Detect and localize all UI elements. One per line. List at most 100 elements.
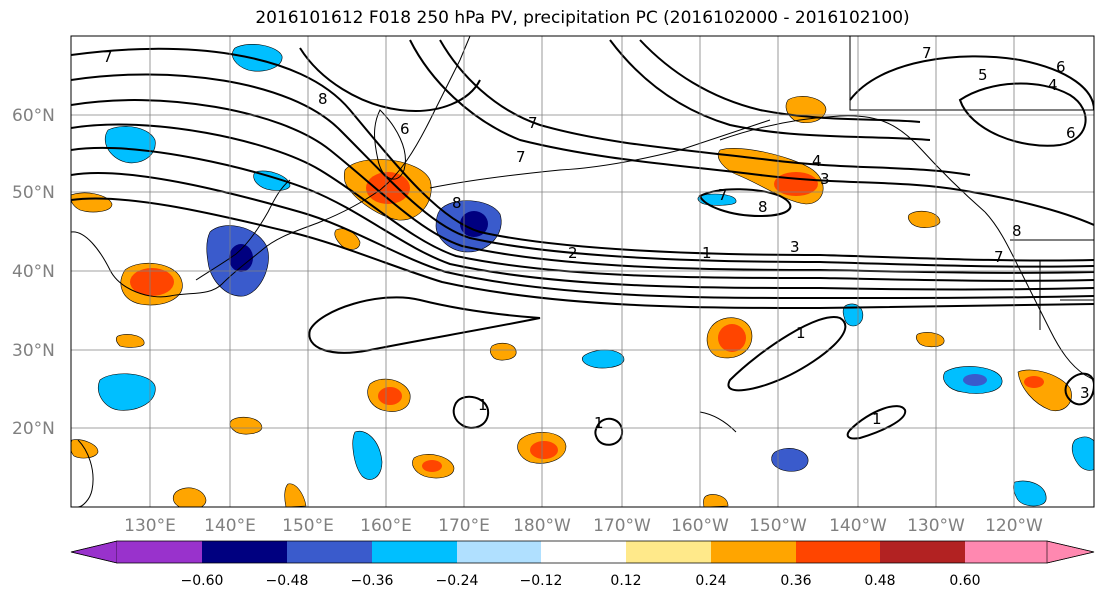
negative-anomaly-core [963,374,987,386]
contour-label-layer: 7 8 6 7 7 6 5 4 7 2 1 3 4 3 7 8 8 1 1 1 … [103,44,1090,432]
pv-contour [71,147,1094,291]
colorbar-segment [711,541,796,563]
lat-label: 40°N [12,262,55,282]
lat-label: 50°N [12,183,55,203]
colorbar-tick-label: −0.12 [520,573,563,589]
pv-contour [609,39,931,141]
negative-anomaly-blob [253,170,291,191]
pv-contour [409,39,1094,226]
colorbar-tick-label: 0.24 [695,573,726,589]
pv-contour [958,82,1087,147]
graticule-layer [71,36,1094,507]
lat-label: 60°N [12,106,55,126]
coastline-alaska [719,115,986,213]
pv-contour [452,395,490,429]
lon-label: 130°W [907,516,965,536]
contour-label: 1 [796,324,806,342]
positive-anomaly-core [422,460,442,472]
colorbar-segment [372,541,457,563]
positive-anomaly-core [130,268,174,296]
state-border [1010,239,1094,330]
contour-label: 7 [516,148,526,166]
positive-anomaly-blob [915,332,945,348]
pv-contour [71,172,1094,299]
pv-contour [308,296,541,354]
colorbar-segment [457,541,541,563]
contour-label: 7 [922,44,932,62]
negative-anomaly-core [229,244,253,272]
positive-anomaly-core [1024,376,1044,388]
contour-label: 8 [1012,222,1022,240]
coastline-asia [71,36,471,298]
negative-anomaly-blob [697,193,737,206]
lat-label: 20°N [12,419,55,439]
contour-label: 2 [568,244,578,262]
pv-contour [71,47,1094,262]
negative-anomaly-blob [1071,436,1094,471]
lon-label: 130°E [124,516,176,536]
colorbar-extend-max [1046,540,1095,564]
contour-label: 6 [1056,58,1066,76]
longitude-axis: 130°E 140°E 150°E 160°E 170°E 180°W 170°… [124,516,1043,536]
pv-contour [71,197,1094,310]
contour-label: 7 [718,186,728,204]
contour-label: 7 [528,114,538,132]
pv-contour [1064,372,1094,406]
lon-label: 170°W [593,516,651,536]
negative-anomaly-blob [232,44,283,72]
contour-label: 4 [1048,76,1058,94]
pv-contour [846,405,907,440]
colorbar-segment [117,541,202,563]
contour-label: 4 [812,152,822,170]
positive-anomaly-core [378,387,402,405]
pv-contour [849,55,1094,111]
contour-label: 3 [1080,384,1090,402]
colorbar-segment [541,541,626,563]
pv-contour [698,188,792,218]
contour-label: 1 [702,244,712,262]
colorbar-tick-label: 0.36 [780,573,811,589]
colorbar-segment [287,541,372,563]
contour-label: 1 [872,410,882,428]
positive-anomaly-blob [172,487,207,507]
lon-label: 170°E [438,516,490,536]
negative-anomaly-blob [771,448,809,472]
country-border [849,36,1094,111]
coastline-aleutians [429,119,771,189]
colorbar-tick-label: −0.24 [436,573,479,589]
colorbar-segment [626,541,711,563]
contour-label: 6 [400,120,410,138]
negative-anomaly-blob [98,373,156,411]
contour-label: 1 [594,414,604,432]
colorbar-extend-min [70,540,118,564]
colorbar-segment [796,541,880,563]
negative-anomaly-blob [352,430,383,480]
contour-label: 5 [978,66,988,84]
lon-label: 140°W [829,516,887,536]
negative-anomaly-blob [104,126,156,164]
lon-label: 140°E [204,516,256,536]
coastline-kamchatka [374,109,406,180]
colorbar-tick-label: 0.12 [610,573,641,589]
pv-contour-layer [71,39,1094,446]
contour-label: 7 [994,248,1004,266]
pv-contour [71,123,1094,282]
pv-contour [727,315,847,392]
pv-contour [594,417,624,446]
contour-label: 6 [1066,124,1076,142]
contour-label: 1 [478,396,488,414]
positive-anomaly-core [530,441,558,459]
lon-label: 150°E [282,516,334,536]
coastline-japan [195,179,291,281]
negative-anomaly-core [460,211,488,237]
positive-anomaly-blob [907,210,941,228]
colorbar-outline [70,540,1095,564]
colorbar: −0.60 −0.48 −0.36 −0.24 −0.12 0.12 0.24 … [70,540,1095,589]
pv-contour [439,39,971,176]
colorbar-tick-label: 0.60 [949,573,980,589]
coastline-layer [71,36,1094,507]
colorbar-tick-label: −0.36 [351,573,394,589]
contour-label: 8 [318,90,328,108]
colorbar-segment [880,541,965,563]
